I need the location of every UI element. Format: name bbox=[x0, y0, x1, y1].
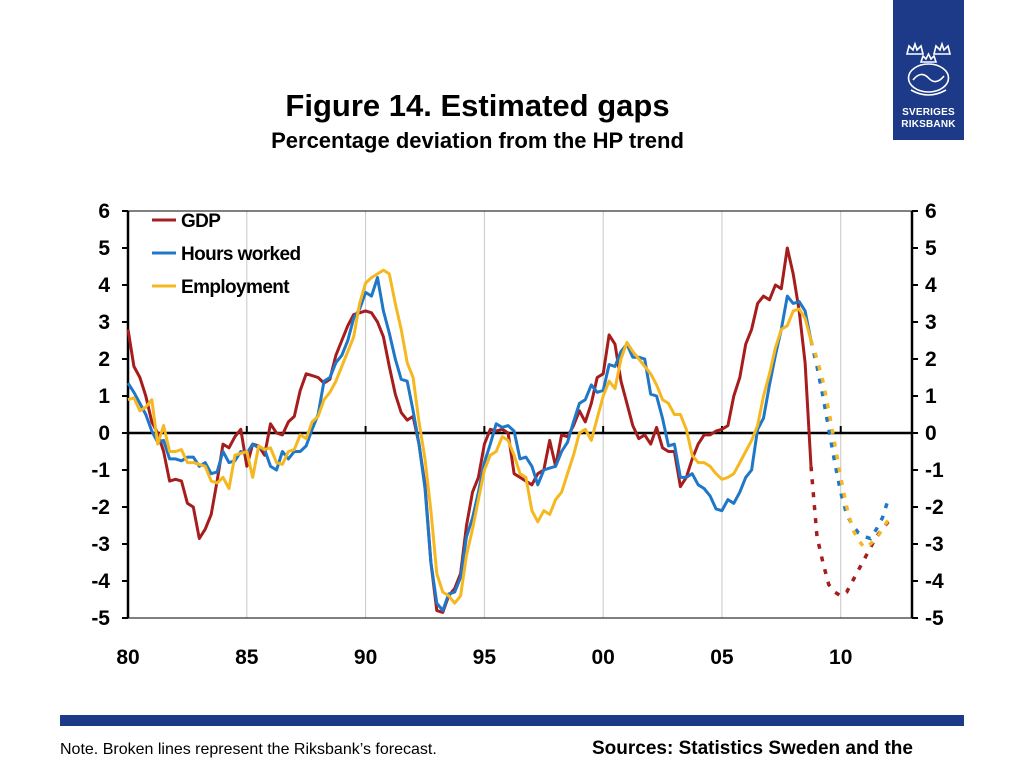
x-tick-label: 05 bbox=[710, 646, 734, 669]
x-tick-label: 95 bbox=[473, 646, 497, 669]
logo-line-2: RIKSBANK bbox=[901, 119, 956, 130]
y-tick-label-right: -5 bbox=[925, 607, 944, 630]
y-tick-label-left: -3 bbox=[91, 533, 110, 556]
y-tick-label-right: 4 bbox=[925, 274, 937, 297]
x-tick-label: 90 bbox=[354, 646, 377, 669]
series-line-employment bbox=[127, 268, 813, 605]
y-tick-label-right: -2 bbox=[925, 496, 944, 519]
y-tick-label-left: -1 bbox=[91, 459, 110, 482]
x-tick-label: 00 bbox=[591, 646, 614, 669]
y-tick-label-left: 6 bbox=[98, 200, 110, 223]
gaps-line-chart: 6 65 54 43 32 21 10 0-1 -1-2 -2-3 -3-4 -4-5 -580 85 90… bbox=[91, 200, 944, 669]
x-tick-label: 10 bbox=[829, 646, 852, 669]
legend-label-hours-worked: Hours worked bbox=[181, 244, 301, 265]
y-tick-label-left: 3 bbox=[98, 311, 110, 334]
x-tick-label: 85 bbox=[235, 646, 259, 669]
logo-line-1: SVERIGES bbox=[902, 107, 955, 118]
y-tick-label-right: 1 bbox=[925, 385, 937, 408]
y-tick-label-right: 2 bbox=[925, 348, 937, 371]
y-tick-label-right: 5 bbox=[925, 237, 937, 260]
crowns-crest-icon bbox=[905, 41, 952, 96]
y-tick-label-right: -4 bbox=[925, 570, 944, 593]
y-tick-label-left: 0 bbox=[98, 422, 110, 445]
y-tick-label-left: -5 bbox=[91, 607, 110, 630]
y-tick-label-left: 4 bbox=[98, 274, 110, 297]
riksbank-logo: SVERIGES RIKSBANK bbox=[893, 0, 964, 140]
y-tick-label-right: 0 bbox=[925, 422, 937, 445]
y-tick-label-right: 6 bbox=[925, 200, 937, 223]
y-tick-label-left: 2 bbox=[98, 348, 110, 371]
y-tick-label-left: 5 bbox=[98, 237, 110, 260]
footer-sources: Sources: Statistics Sweden and the bbox=[592, 738, 913, 759]
y-tick-label-right: 3 bbox=[925, 311, 937, 334]
footer-note: Note. Broken lines represent the Riksban… bbox=[60, 741, 437, 758]
y-tick-label-right: -1 bbox=[925, 459, 944, 482]
footer-bar bbox=[60, 715, 964, 726]
series-line-gdp bbox=[126, 246, 813, 614]
x-tick-label: 80 bbox=[116, 646, 139, 669]
legend-label-employment: Employment bbox=[181, 277, 290, 298]
series-forecast-hours-worked bbox=[809, 340, 890, 541]
chart-subtitle: Percentage deviation from the HP trend bbox=[271, 128, 684, 153]
y-tick-label-left: -4 bbox=[91, 570, 110, 593]
y-tick-label-right: -3 bbox=[925, 533, 944, 556]
y-tick-label-left: 1 bbox=[98, 385, 110, 408]
chart-title: Figure 14. Estimated gaps bbox=[285, 88, 670, 123]
series-forecast-employment bbox=[809, 339, 890, 551]
legend-label-gdp: GDP bbox=[181, 211, 221, 232]
y-tick-label-left: -2 bbox=[91, 496, 110, 519]
